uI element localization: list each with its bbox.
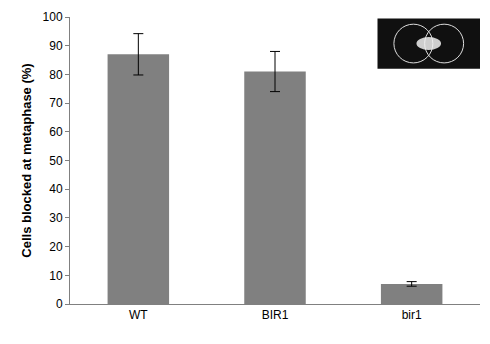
svg-text:50: 50 [49, 154, 63, 168]
svg-text:40: 40 [49, 182, 63, 196]
svg-text:30: 30 [49, 211, 63, 225]
svg-text:100: 100 [43, 10, 63, 24]
svg-text:BIR1: BIR1 [262, 308, 289, 322]
svg-text:10: 10 [49, 269, 63, 283]
svg-text:90: 90 [49, 39, 63, 53]
svg-text:0: 0 [56, 297, 63, 311]
svg-text:60: 60 [49, 125, 63, 139]
svg-text:WT: WT [129, 308, 148, 322]
svg-text:bir1: bir1 [402, 308, 422, 322]
svg-text:70: 70 [49, 96, 63, 110]
svg-text:Cells blocked at metaphase (%): Cells blocked at metaphase (%) [19, 63, 34, 257]
svg-text:80: 80 [49, 68, 63, 82]
svg-text:20: 20 [49, 240, 63, 254]
